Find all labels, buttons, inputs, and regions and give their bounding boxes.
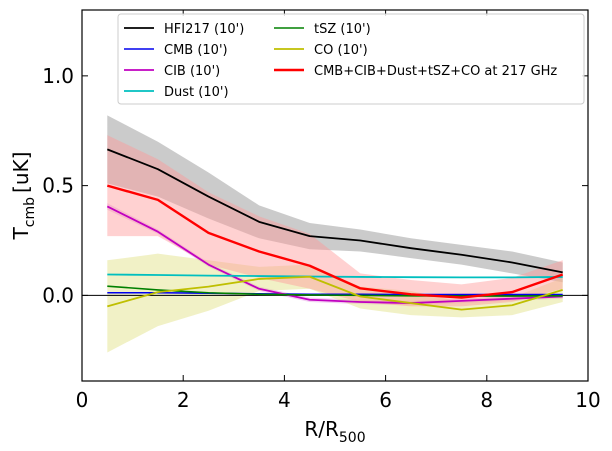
x-tick-label: 0 <box>76 388 89 412</box>
band-series-0 <box>107 115 563 283</box>
x-tick-label: 6 <box>379 388 392 412</box>
axis-ticks: 0 2 4 6 8 10 0.0 0.5 1.0 <box>42 10 601 412</box>
x-axis-title-subscript: 500 <box>339 430 366 446</box>
band-series-6 <box>107 135 563 307</box>
y-axis-title-subscript: cmb <box>22 197 38 227</box>
x-tick-label: 8 <box>480 388 493 412</box>
legend-label: CO (10') <box>314 43 368 58</box>
y-axis-title-main: T <box>9 226 33 240</box>
x-axis-title: R/R500 <box>304 417 365 446</box>
y-axis-title: Tcmb [uK] <box>9 152 38 241</box>
legend-box <box>117 13 585 105</box>
legend-label: CMB (10') <box>164 43 228 58</box>
series-lines <box>106 148 564 311</box>
y-tick-label: 0.0 <box>42 283 74 307</box>
legend-label: Dust (10') <box>164 85 229 100</box>
y-axis-title-unit: [uK] <box>9 152 33 193</box>
legend-label: HFI217 (10') <box>164 22 244 37</box>
band-series-5 <box>107 253 563 353</box>
plot-frame <box>81 9 589 382</box>
x-axis-title-main: R/R <box>304 417 339 441</box>
legend: HFI217 (10') CMB (10') CIB (10') Dust (10')… <box>117 13 585 105</box>
legend-label: CIB (10') <box>164 64 220 79</box>
x-tick-label: 4 <box>278 388 291 412</box>
line-series-6 <box>106 184 564 299</box>
legend-label: CMB+CIB+Dust+tSZ+CO at 217 GHz <box>314 64 557 79</box>
y-tick-label: 1.0 <box>42 64 74 88</box>
line-series-4 <box>107 285 563 297</box>
error-bands <box>107 115 563 353</box>
line-series-5 <box>107 275 563 311</box>
y-tick-label: 0.5 <box>42 174 74 198</box>
line-series-2 <box>106 205 563 304</box>
x-tick-label: 2 <box>177 388 190 412</box>
legend-label: tSZ (10') <box>314 22 371 37</box>
line-series-0 <box>106 148 563 274</box>
x-tick-label: 10 <box>575 388 600 412</box>
